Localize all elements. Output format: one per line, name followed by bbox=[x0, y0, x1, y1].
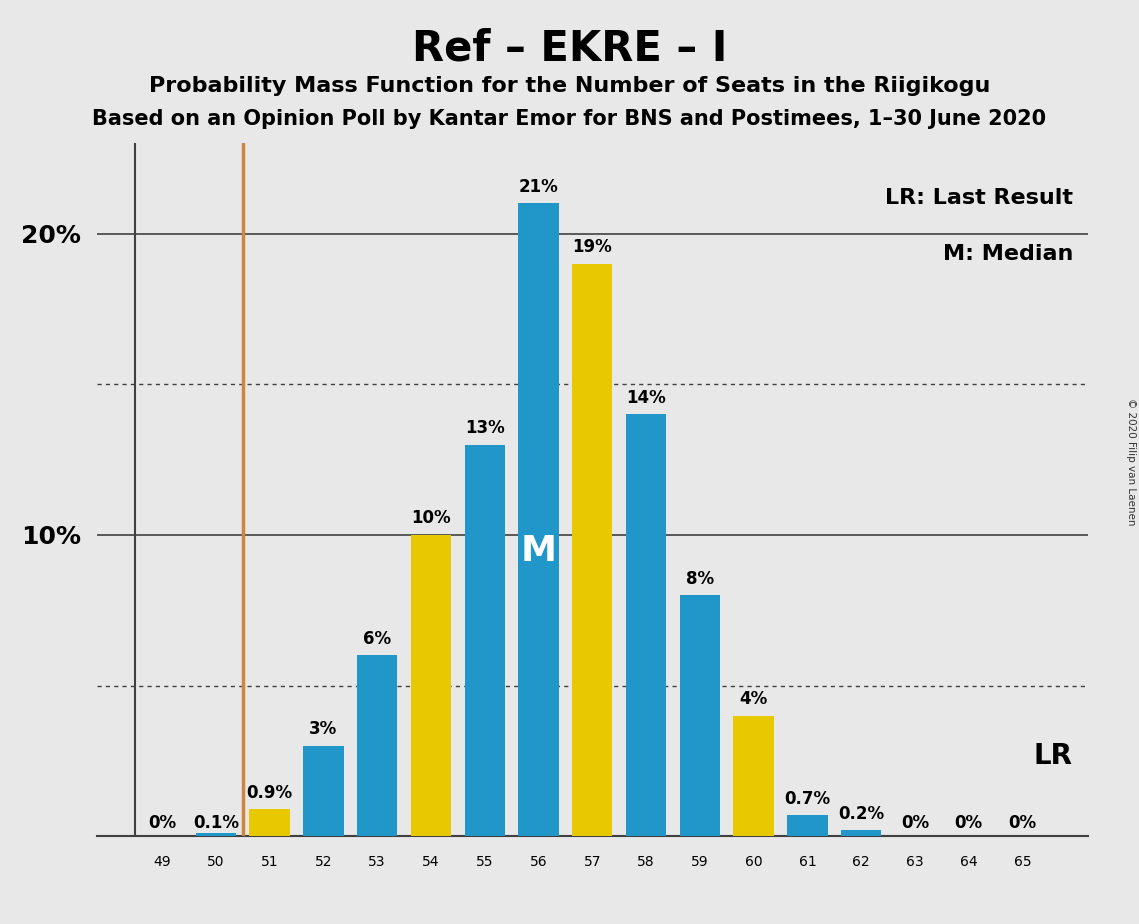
Text: Based on an Opinion Poll by Kantar Emor for BNS and Postimees, 1–30 June 2020: Based on an Opinion Poll by Kantar Emor … bbox=[92, 109, 1047, 129]
Bar bbox=[572, 263, 613, 836]
Text: 0.7%: 0.7% bbox=[785, 790, 830, 808]
Text: 0.2%: 0.2% bbox=[838, 805, 884, 822]
Text: Probability Mass Function for the Number of Seats in the Riigikogu: Probability Mass Function for the Number… bbox=[149, 76, 990, 96]
Text: 6%: 6% bbox=[363, 630, 391, 648]
Bar bbox=[787, 815, 828, 836]
Text: Ref – EKRE – I: Ref – EKRE – I bbox=[412, 28, 727, 69]
Bar bbox=[196, 833, 236, 836]
Text: LR: Last Result: LR: Last Result bbox=[885, 188, 1073, 208]
Bar bbox=[303, 746, 344, 836]
Text: 0.9%: 0.9% bbox=[246, 784, 293, 802]
Text: 10%: 10% bbox=[411, 509, 451, 528]
Bar bbox=[734, 716, 773, 836]
Bar bbox=[465, 444, 505, 836]
Text: 0%: 0% bbox=[901, 814, 929, 832]
Text: M: Median: M: Median bbox=[942, 244, 1073, 263]
Text: 0.1%: 0.1% bbox=[192, 814, 239, 832]
Text: 0%: 0% bbox=[954, 814, 983, 832]
Text: 13%: 13% bbox=[465, 419, 505, 437]
Text: 3%: 3% bbox=[310, 721, 337, 738]
Text: 0%: 0% bbox=[1008, 814, 1036, 832]
Bar bbox=[680, 595, 720, 836]
Text: 0%: 0% bbox=[148, 814, 177, 832]
Text: 21%: 21% bbox=[518, 178, 558, 196]
Text: LR: LR bbox=[1034, 742, 1073, 771]
Text: 14%: 14% bbox=[626, 389, 666, 407]
Text: © 2020 Filip van Laenen: © 2020 Filip van Laenen bbox=[1126, 398, 1136, 526]
Bar bbox=[626, 414, 666, 836]
Bar bbox=[357, 655, 398, 836]
Bar bbox=[249, 809, 289, 836]
Text: 8%: 8% bbox=[686, 569, 714, 588]
Text: 4%: 4% bbox=[739, 690, 768, 708]
Bar bbox=[841, 830, 882, 836]
Text: 19%: 19% bbox=[573, 238, 612, 256]
Bar bbox=[518, 203, 558, 836]
Text: M: M bbox=[521, 534, 557, 568]
Bar bbox=[411, 535, 451, 836]
